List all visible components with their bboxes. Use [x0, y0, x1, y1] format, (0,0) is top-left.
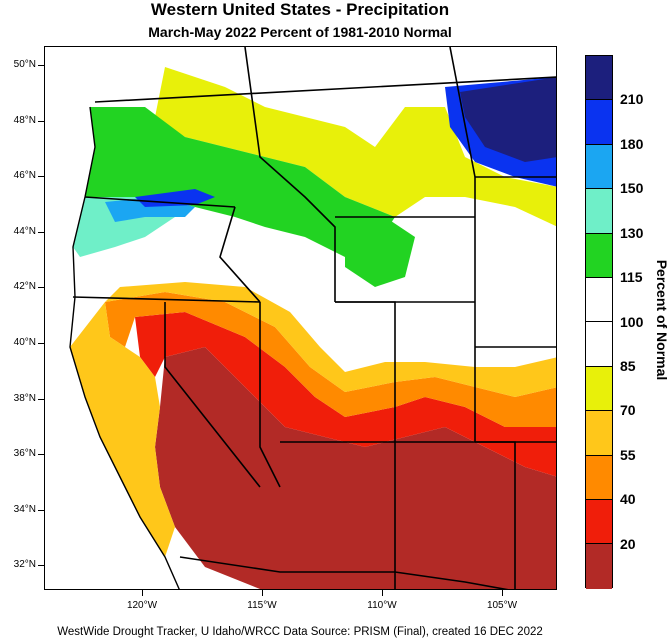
legend-label: 180 [620, 135, 644, 152]
latitude-tick [38, 343, 44, 344]
latitude-tick [38, 231, 44, 233]
latitude-tick [38, 565, 44, 567]
legend-swatch [586, 322, 612, 367]
yellow-zone [155, 67, 556, 227]
latitude-label: 34°N [13, 503, 36, 515]
latitude-label: 44°N [13, 225, 36, 237]
red-zone [135, 312, 556, 477]
state-borders [72, 47, 556, 589]
longitude-label: 120°W [126, 600, 158, 611]
green-patch-wy [345, 217, 415, 287]
legend-swatch [586, 411, 612, 456]
latitude-label: 32°N [13, 559, 36, 571]
legend-swatch [586, 100, 612, 145]
border-id-mt [244, 47, 336, 302]
legend-swatch [586, 455, 612, 501]
border-mexico [179, 556, 509, 589]
border-canada [94, 76, 556, 103]
legend-label: 210 [620, 91, 644, 108]
latitude-label: 40°N [13, 337, 36, 348]
light-orange-coast [70, 302, 175, 557]
latitude-label: 50°N [13, 59, 36, 70]
legend-label: 85 [620, 357, 636, 374]
legend-swatch [586, 500, 612, 545]
legend-swatch [586, 544, 612, 589]
legend-label: 150 [620, 180, 644, 197]
latitude-tick [38, 120, 44, 122]
map-title: Western United States - Precipitation [150, 0, 450, 19]
border-mt-nd [449, 47, 476, 178]
border-or-ca [72, 296, 261, 303]
longitude-label: 105°W [486, 600, 518, 611]
latitude-tick [38, 509, 44, 511]
navy-zone [460, 77, 556, 162]
latitude-tick [38, 65, 44, 66]
footer-credit: WestWide Drought Tracker, U Idaho/WRCC D… [57, 626, 543, 638]
legend-label: 20 [620, 535, 636, 552]
border-or-id [219, 206, 261, 303]
map-subtitle: March-May 2022 Percent of 1981-2010 Norm… [148, 24, 452, 40]
legend-label: 115 [620, 269, 643, 286]
legend-swatch [586, 56, 612, 101]
legend-swatch [586, 233, 612, 279]
latitude-label: 46°N [13, 170, 36, 182]
legend-title: Percent of Normal [654, 259, 670, 381]
deep-red-zone [155, 347, 556, 589]
latitude-label: 48°N [13, 114, 36, 126]
longitude-tick [502, 590, 503, 596]
legend-colorbar [585, 55, 613, 589]
latitude-label: 38°N [13, 392, 36, 404]
legend-label: 130 [620, 224, 644, 241]
longitude-tick [262, 590, 263, 596]
longitude-label: 110°W [367, 600, 397, 611]
legend-label: 40 [620, 491, 636, 508]
border-wa-or [84, 196, 236, 208]
orange-zone [105, 292, 556, 427]
legend-label: 100 [620, 313, 644, 330]
latitude-tick [38, 287, 44, 289]
latitude-tick [38, 454, 44, 456]
legend-swatch [586, 366, 612, 412]
border-ca-nv [164, 302, 261, 488]
blue-streak [135, 189, 215, 207]
latitude-tick [38, 176, 44, 178]
legend-swatch [586, 278, 612, 323]
precipitation-map [44, 46, 557, 590]
longitude-tick [382, 590, 383, 596]
latitude-label: 36°N [13, 448, 36, 460]
legend-label: 70 [620, 402, 636, 419]
latitude-label: 42°N [13, 281, 36, 293]
legend-swatch [586, 144, 612, 190]
green-zone [85, 107, 395, 257]
border-nv-ut [259, 302, 281, 488]
light-orange-zone [105, 282, 556, 397]
longitude-label: 115°W [247, 600, 277, 611]
map-canvas [69, 47, 556, 589]
latitude-tick [38, 398, 44, 400]
legend-swatch [586, 189, 612, 234]
coastline [69, 106, 180, 589]
longitude-tick [142, 590, 143, 596]
legend-label: 55 [620, 446, 636, 463]
